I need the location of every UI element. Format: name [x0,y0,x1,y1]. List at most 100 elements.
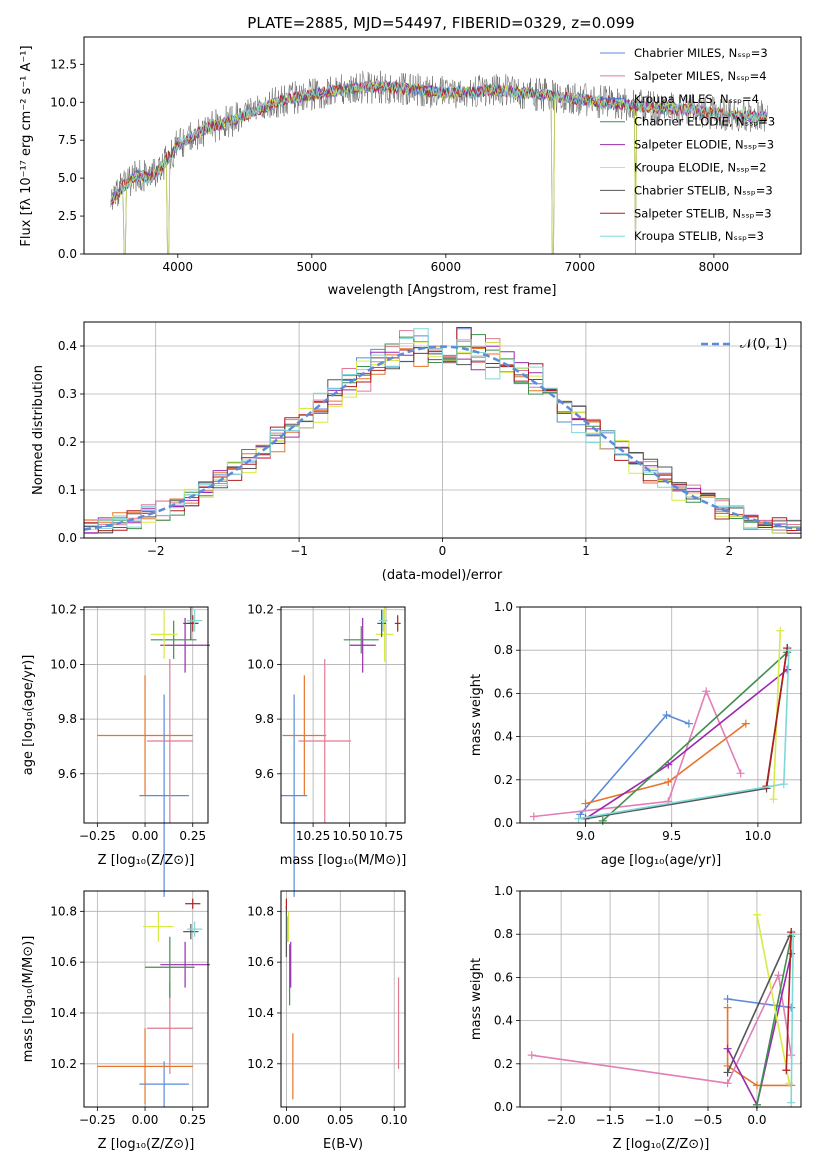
y-tick-label: 2.5 [58,209,77,223]
spectrum-line-5 [110,81,768,206]
weight-vs-z-ylabel: mass weight [469,958,484,1040]
mass-vs-z-panel: −0.25 0.00 0.25 10.2 10.4 10.6 10.8 Z [log₁₀(Z… [21,890,210,1152]
point-4 [160,617,210,673]
y-tick-label: 0.8 [494,643,513,657]
legend-label: Chabrier ELODIE, Nₛₛₚ=3 [634,115,775,129]
legend-label: Kroupa ELODIE, Nₛₛₚ=2 [634,161,767,175]
y-tick-label: 0.3 [58,387,77,401]
y-tick-label: 10.6 [50,955,77,969]
x-tick-label: 0.0 [747,1113,766,1127]
residuals-ticks: −2 −1 0 1 2 0.0 0.1 0.2 0.3 0.4 [58,339,733,558]
weight-marker [789,930,798,939]
weight-marker [782,1066,791,1075]
y-tick-label: 10.2 [247,603,274,617]
spectrum-ylabel: Flux [fλ 10⁻¹⁷ erg cm⁻² s⁻¹ A⁻¹] [19,45,34,246]
weight-marker [752,1081,761,1090]
spectrum-title: PLATE=2885, MJD=54497, FIBERID=0329, z=0… [247,14,634,32]
y-tick-label: 7.5 [58,133,77,147]
weight-vs-age-series [529,626,793,825]
spectrum-ticks: 4000 5000 6000 7000 8000 0.0 2.5 5.0 7.5 10.0 12.5 [50,57,729,274]
point-5 [343,626,379,654]
weight-marker [736,769,745,778]
weight-line-8 [785,931,792,1071]
spectrum-series [110,70,768,255]
x-tick-label: 8000 [699,260,730,274]
x-tick-label: 0.00 [132,1113,159,1127]
x-tick-label: 0.05 [327,1113,354,1127]
point-9 [187,921,203,937]
mass-vs-z-points [97,898,210,1107]
x-tick-label: 10.25 [296,829,330,843]
spectrum-frame [83,36,802,255]
weight-vs-z-series [527,910,798,1109]
weight-vs-z-xlabel: Z [log₁₀(Z/Z⊙)] [613,1137,710,1152]
mass-vs-ebv-points [285,898,400,1100]
weight-line-5 [756,936,792,1105]
y-tick-label: 10.8 [247,904,274,918]
residuals-panel: −2 −1 0 1 2 0.0 0.1 0.2 0.3 0.4 (data-model)/erro… [31,321,802,583]
spectrum-legend: Chabrier MILES, Nₛₛₚ=3 Salpeter MILES, Nₛ… [600,46,775,243]
residuals-legend: 𝒩(0, 1) [701,337,787,352]
age-vs-mass-panel: 10.25 10.50 10.75 9.6 9.8 10.0 10.2 mass [log₁… [247,603,406,897]
y-tick-label: 10.0 [50,657,77,671]
x-tick-label: −1.0 [644,1113,673,1127]
y-tick-label: 0.0 [58,531,77,545]
y-tick-label: 10.4 [50,1006,77,1020]
y-tick-label: 10.4 [247,1006,274,1020]
x-tick-label: −2 [147,544,165,558]
age-vs-z-points [97,607,210,897]
point-9 [187,609,203,632]
spectrum-xlabel: wavelength [Angstrom, rest frame] [328,283,557,298]
point-9 [378,609,388,632]
weight-vs-z-panel: −2.0 −1.5 −1.0 −0.5 0.0 0.0 0.2 0.4 0.6 0.8 1.0 Z … [469,884,802,1152]
y-tick-label: 10.0 [247,657,274,671]
weight-marker [741,719,750,728]
point-7 [377,609,387,638]
point-6 [375,607,394,662]
y-tick-label: 0.8 [494,927,513,941]
normal-curve [83,345,802,531]
y-tick-label: 10.8 [50,904,77,918]
weight-line-9 [790,934,794,1103]
y-tick-label: 10.6 [247,955,274,969]
mass-vs-z-ticks: −0.25 0.00 0.25 10.2 10.4 10.6 10.8 [50,904,206,1127]
legend-label: Salpeter MILES, Nₛₛₚ=4 [634,69,767,83]
weight-marker [529,812,538,821]
point-3 [298,658,352,823]
point-8 [185,898,201,909]
weight-marker [702,687,711,696]
weight-marker [684,719,693,728]
weight-line-8 [765,647,788,787]
mass-vs-z-xlabel: Z [log₁₀(Z/Z⊙)] [98,1137,195,1152]
legend-label: Chabrier MILES, Nₛₛₚ=3 [634,46,768,60]
weight-vs-z-frame [519,890,802,1108]
x-tick-label: 10.0 [745,829,772,843]
y-tick-label: 0.6 [494,970,513,984]
residuals-xlabel: (data-model)/error [382,568,503,583]
age-vs-z-frame [83,606,209,824]
weight-line-7 [726,931,792,1073]
weight-vs-z-ticks: −2.0 −1.5 −1.0 −0.5 0.0 0.0 0.2 0.4 0.6 0.8 1.0 [494,884,767,1127]
spectrum-line-6 [110,81,768,255]
y-tick-label: 0.0 [58,247,77,261]
point-2 [97,675,193,796]
mass-vs-ebv-frame [280,890,406,1108]
point-6 [150,609,178,659]
x-tick-label: 2 [725,544,733,558]
x-tick-label: −0.25 [79,829,116,843]
x-tick-label: 4000 [163,260,194,274]
weight-vs-age-ticks: 9.0 9.5 10.0 0.0 0.2 0.4 0.6 0.8 1.0 [494,600,771,843]
weight-vs-age-ylabel: mass weight [469,674,484,756]
point-1 [139,694,189,897]
age-vs-z-ylabel: age [log₁₀(age/yr)] [21,655,36,776]
y-tick-label: 9.6 [255,767,274,781]
weight-marker [784,646,793,655]
weight-marker [723,1044,732,1053]
x-tick-label: 6000 [431,260,462,274]
y-tick-label: 0.4 [494,730,513,744]
weight-line-3 [531,972,792,1085]
weight-marker [769,795,778,804]
mass-vs-z-ylabel: mass [log₁₀(M/M⊙)] [21,936,36,1063]
y-tick-label: 10.0 [50,95,77,109]
